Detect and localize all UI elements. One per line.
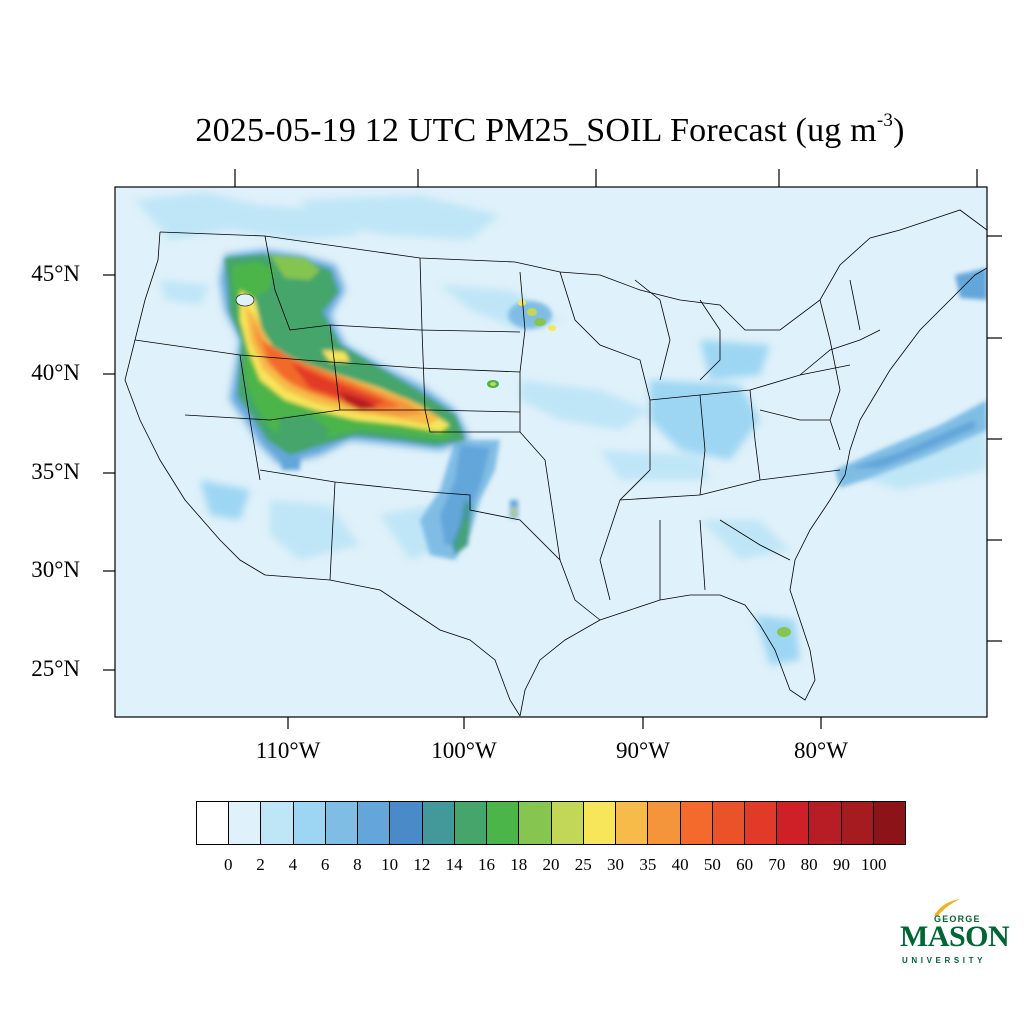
colorbar-label-2: 2 (256, 855, 265, 874)
atlantic-band (835, 268, 987, 488)
colorbar-cell-6 (390, 802, 423, 844)
tick-marks (103, 169, 1002, 729)
colorbar-cell-14 (648, 802, 681, 844)
colorbar-cell-9 (487, 802, 520, 844)
colorbar-label-60: 60 (736, 855, 754, 874)
colorbar-cell-3 (293, 802, 326, 844)
colorbar-cell-1 (229, 802, 262, 844)
colorbar-label-50: 50 (703, 855, 721, 874)
logo-george: GEORGE (934, 914, 981, 924)
lat-label-40n: 40°N (31, 360, 80, 385)
title-close: ) (893, 112, 905, 149)
lat-label-30n: 30°N (31, 557, 80, 582)
colorbar-cell-18 (777, 802, 810, 844)
title-text: 2025-05-19 12 UTC PM25_SOIL Forecast (ug… (195, 112, 877, 149)
colorbar-cell-20 (841, 802, 874, 844)
logo-mason: MASON (900, 920, 1010, 953)
colorbar-label-10: 10 (381, 855, 399, 874)
colorbar (196, 801, 906, 845)
colorbar-cell-7 (422, 802, 455, 844)
colorbar-label-70: 70 (768, 855, 786, 874)
colorbar-cell-0 (197, 802, 230, 844)
logo-swoosh-icon (934, 899, 960, 916)
colorbar-cell-13 (616, 802, 649, 844)
colorbar-cell-2 (261, 802, 294, 844)
colorbar-label-25: 25 (574, 855, 592, 874)
colorbar-label-30: 30 (607, 855, 625, 874)
minnesota-cells (487, 300, 791, 637)
colorbar-cell-19 (809, 802, 842, 844)
colorbar-cell-21 (873, 802, 906, 844)
lon-label-110w: 110°W (255, 738, 321, 763)
colorbar-cell-5 (358, 802, 391, 844)
colorbar-cell-15 (680, 802, 713, 844)
lon-label-80w: 80°W (794, 738, 848, 763)
colorbar-label-18: 18 (510, 855, 528, 874)
colorbar-label-35: 35 (639, 855, 657, 874)
colorbar-cell-8 (454, 802, 488, 844)
lon-label-90w: 90°W (616, 738, 670, 763)
colorbar-label-12: 12 (413, 855, 431, 874)
lat-label-25n: 25°N (31, 656, 80, 681)
colorbar-cell-10 (519, 802, 552, 844)
colorbar-label-90: 90 (832, 855, 850, 874)
colorbar-label-0: 0 (224, 855, 233, 874)
boundaries (124, 209, 987, 717)
lon-label-100w: 100°W (431, 738, 497, 763)
colorbar-label-100: 100 (860, 855, 887, 874)
colorbar-cell-11 (551, 802, 584, 844)
map-frame (114, 186, 988, 718)
colorbar-cell-4 (325, 802, 359, 844)
colorbar-label-16: 16 (477, 855, 495, 874)
colorbar-cell-17 (744, 802, 778, 844)
colorbar-label-6: 6 (320, 855, 330, 874)
logo-university: UNIVERSITY (902, 956, 987, 965)
colorbar-cell-16 (712, 802, 745, 844)
gmu-logo: GEORGE MASON UNIVERSITY (896, 898, 1010, 968)
low-concentration-patches (135, 192, 987, 665)
main-plume (220, 250, 470, 470)
lat-label-45n: 45°N (31, 261, 80, 286)
colorbar-label-40: 40 (671, 855, 689, 874)
colorbar-label-20: 20 (542, 855, 560, 874)
map-title: 2025-05-19 12 UTC PM25_SOIL Forecast (ug… (0, 109, 1024, 150)
colorbar-cell-12 (583, 802, 617, 844)
colorbar-label-8: 8 (353, 855, 362, 874)
lat-label-35n: 35°N (31, 459, 80, 484)
colorbar-label-80: 80 (800, 855, 818, 874)
colorbar-label-14: 14 (445, 855, 463, 874)
title-exponent: -3 (876, 109, 894, 131)
colorbar-label-4: 4 (288, 855, 298, 874)
